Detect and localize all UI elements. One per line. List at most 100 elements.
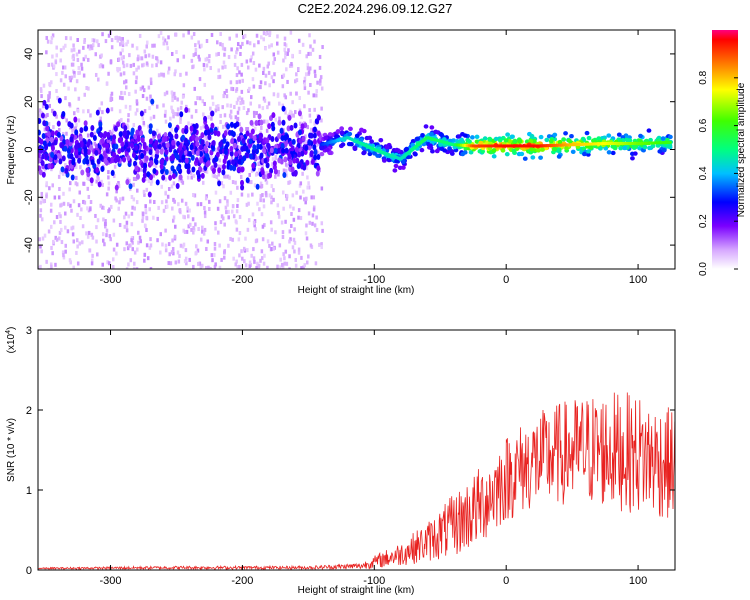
spectrogram-noise-cell <box>194 135 199 142</box>
spectrogram-noise-cell <box>316 150 320 155</box>
spectrogram-noise-cell <box>296 163 301 170</box>
spectrogram-noise-cell <box>107 186 110 191</box>
spectrogram-noise-cell <box>235 50 238 55</box>
spectrogram-noise-cell <box>214 190 218 195</box>
spectrogram-noise-cell <box>226 199 229 204</box>
spectrogram-noise-cell <box>187 30 190 35</box>
spectrogram-noise-cell <box>194 101 197 106</box>
spectrogram-noise-cell <box>78 49 81 54</box>
spectrogram-noise-cell <box>43 199 47 204</box>
spectrogram-noise-cell <box>129 142 134 149</box>
spectrogram-noise-cell <box>166 194 170 199</box>
spectrogram-noise-cell <box>248 153 253 160</box>
spectrogram-noise-cell <box>282 252 285 257</box>
spectrogram-noise-cell <box>120 141 125 148</box>
spectrogram-noise-cell <box>306 62 310 67</box>
spectrogram-ridge-cell <box>566 138 572 143</box>
spectrogram-noise-cell <box>259 85 262 90</box>
spectrogram-noise-cell <box>99 116 103 121</box>
spectrogram-ridge-cell <box>586 149 592 154</box>
spectrogram-noise-cell <box>297 151 302 158</box>
spectrogram-noise-cell <box>249 101 252 106</box>
spectrogram-noise-cell <box>295 78 299 83</box>
spectrogram-noise-cell <box>142 172 147 179</box>
spectrogram-noise-cell <box>130 238 133 243</box>
spectrogram-noise-cell <box>250 55 253 60</box>
spectrogram-noise-cell <box>265 170 269 175</box>
spectrogram-noise-cell <box>242 35 245 40</box>
spectrogram-noise-cell <box>125 241 129 246</box>
spectrogram-noise-cell <box>312 132 317 139</box>
spectrogram-noise-cell <box>141 215 145 220</box>
spectrogram-noise-cell <box>219 32 222 37</box>
snr-x-tick-label: -300 <box>100 575 122 587</box>
spectrogram-noise-cell <box>90 181 94 186</box>
spectrogram-noise-cell <box>57 127 61 132</box>
spectrogram-noise-cell <box>71 232 75 237</box>
spectrogram-noise-cell <box>194 123 199 130</box>
spectrogram-noise-cell <box>93 131 96 136</box>
spectrogram-noise-cell <box>294 146 299 153</box>
spectrogram-ridge-cell <box>552 132 558 138</box>
spectrogram-noise-cell <box>263 171 267 176</box>
spectrogram-noise-cell <box>58 187 61 192</box>
spectrogram-noise-cell <box>141 94 145 99</box>
spectrogram-noise-cell <box>145 215 148 220</box>
spectrogram-noise-cell <box>196 248 200 253</box>
spectrogram-noise-cell <box>44 114 48 119</box>
spectrogram-noise-cell <box>138 56 142 61</box>
spectrogram-noise-cell <box>282 168 286 173</box>
spectrogram-noise-cell <box>257 167 261 172</box>
spectrogram-noise-cell <box>148 106 151 111</box>
spectrogram-noise-cell <box>107 170 110 175</box>
spectrogram-noise-cell <box>266 119 269 124</box>
spectrogram-noise-cell <box>44 163 49 170</box>
spectrogram-noise-cell <box>308 113 312 118</box>
spectrogram-noise-cell <box>89 207 92 212</box>
spectrogram-noise-cell <box>202 124 206 129</box>
spectrogram-noise-cell <box>202 231 206 236</box>
spectrogram-noise-cell <box>149 116 153 121</box>
spectrogram-noise-cell <box>179 111 184 118</box>
spectrogram-noise-cell <box>152 167 157 174</box>
spectrogram-ridge-cell <box>667 134 673 140</box>
spectrogram-noise-cell <box>210 116 213 121</box>
spectrogram-noise-cell <box>137 240 140 245</box>
spectrogram-noise-cell <box>150 98 155 105</box>
spectrogram-noise-cell <box>125 220 129 225</box>
spectrogram-ridge-cell <box>569 133 574 139</box>
spectrogram-noise-cell <box>217 104 220 109</box>
spectrogram-noise-cell <box>219 119 222 124</box>
spectrogram-noise-cell <box>60 227 63 232</box>
spectrogram-noise-cell <box>80 207 83 212</box>
spectrogram-noise-cell <box>156 216 159 221</box>
spectrogram-noise-cell <box>46 131 51 138</box>
spectrogram-noise-cell <box>55 89 58 94</box>
spectrogram-noise-cell <box>42 120 47 127</box>
spectrogram-noise-cell <box>112 151 117 158</box>
spectrogram-noise-cell <box>39 138 44 145</box>
spectrogram-noise-cell <box>128 183 133 190</box>
spectrogram-noise-cell <box>286 125 291 132</box>
spectrogram-noise-cell <box>216 40 219 45</box>
spectrogram-noise-cell <box>109 94 113 99</box>
spectrogram-noise-cell <box>121 196 125 201</box>
spectrogram-noise-cell <box>261 193 264 198</box>
spectrogram-noise-cell <box>252 256 256 261</box>
spectrogram-noise-cell <box>225 88 228 93</box>
spectrogram-noise-cell <box>263 119 266 124</box>
spectrogram-noise-cell <box>63 65 67 70</box>
spectrogram-noise-cell <box>50 167 53 172</box>
spectrogram-noise-cell <box>167 187 171 192</box>
spectrogram-ridge-cell <box>474 134 480 140</box>
spectrogram-noise-cell <box>290 145 295 152</box>
spectrogram-noise-cell <box>271 157 275 162</box>
spectrogram-noise-cell <box>226 174 230 179</box>
spectrogram-noise-cell <box>264 31 268 36</box>
spectrogram-noise-cell <box>92 134 97 141</box>
spectrogram-noise-cell <box>293 240 297 245</box>
spectrogram-noise-cell <box>293 122 298 129</box>
spectrogram-noise-cell <box>135 267 139 269</box>
spectrogram-noise-cell <box>200 263 204 268</box>
spectrogram-noise-cell <box>39 213 42 218</box>
